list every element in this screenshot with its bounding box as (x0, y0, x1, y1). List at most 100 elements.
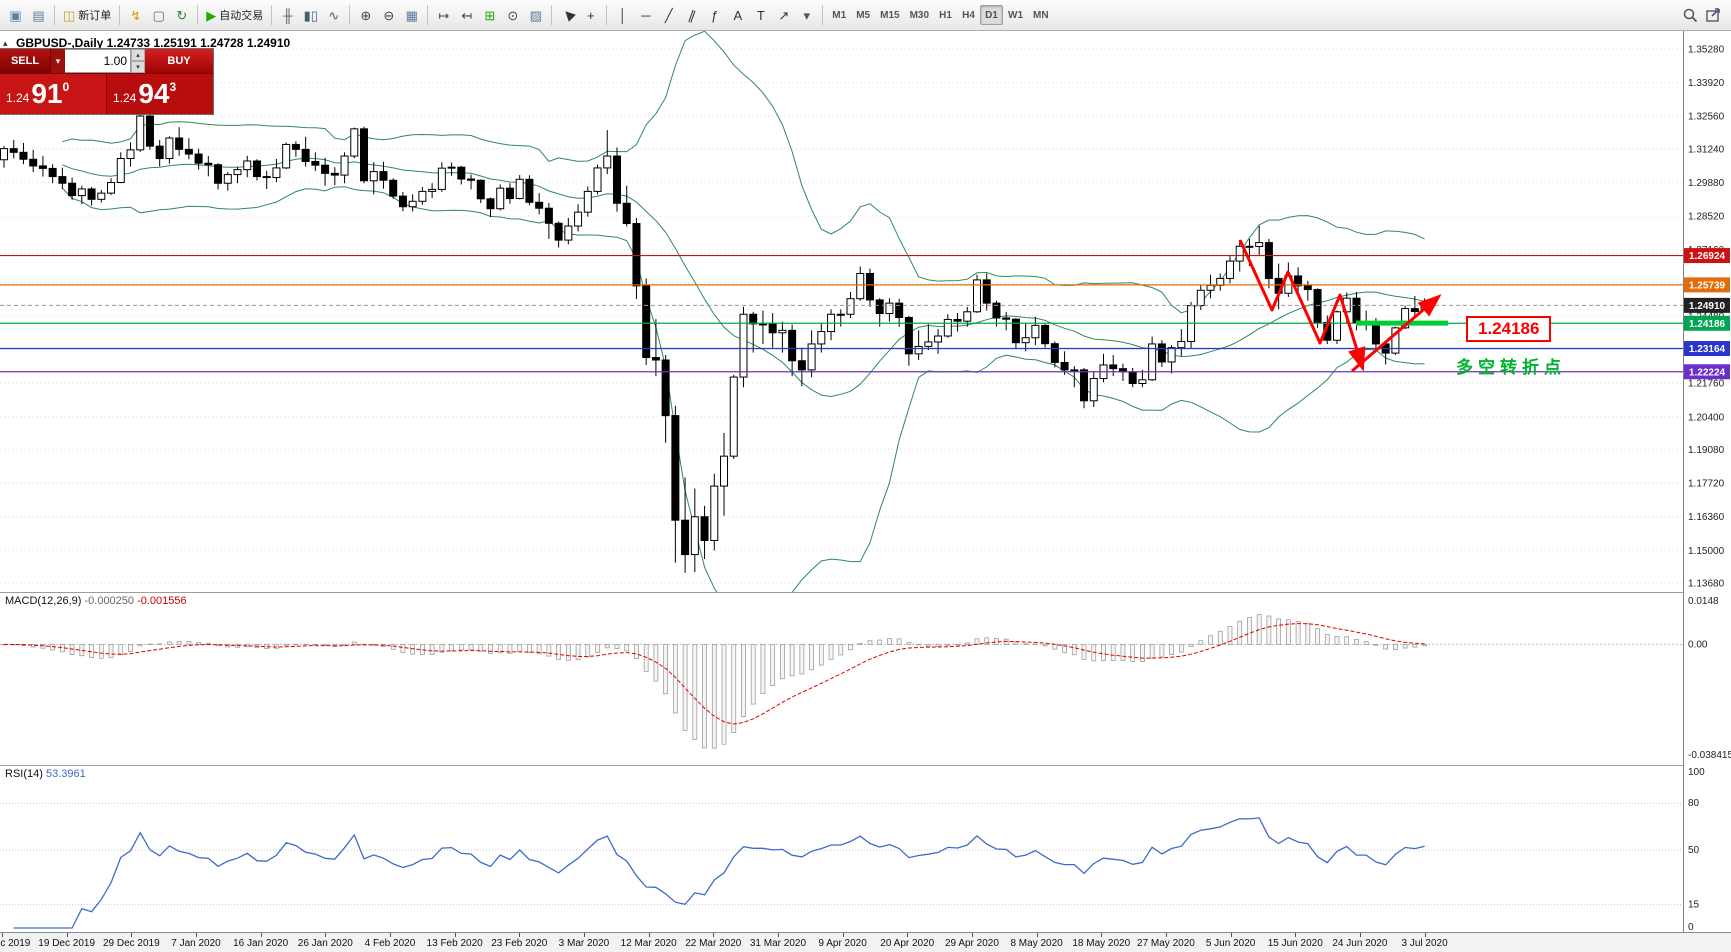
templates-button[interactable]: ▨ (524, 3, 547, 27)
bid-prefix: 1.24 (6, 90, 30, 105)
timeframe-m5[interactable]: M5 (851, 5, 875, 25)
channel-button[interactable]: ∥ (680, 3, 703, 27)
zoom-in-button[interactable]: ⊕ (354, 3, 377, 27)
bar-chart-button[interactable]: ╫ (276, 3, 299, 27)
date-tick (325, 933, 327, 937)
ask-price-display[interactable]: 1.24 94 3 (106, 74, 213, 114)
svg-text:1.24910: 1.24910 (1689, 301, 1726, 312)
text-button-icon: A (733, 7, 743, 23)
collapse-trade-panel-button[interactable]: ▴ (3, 38, 8, 48)
date-tick (1359, 933, 1361, 937)
date-label: 19 Dec 2019 (38, 938, 96, 949)
date-tick (2, 933, 3, 937)
cursor-button[interactable]: ▶ (556, 3, 579, 27)
profiles-button[interactable]: ▤ (27, 3, 50, 27)
timeframe-h4-label: H4 (962, 9, 975, 21)
zoom-in-button-icon: ⊕ (360, 7, 372, 23)
new-order-button-icon: ◫ (63, 7, 76, 23)
timeframe-h4[interactable]: H4 (957, 5, 980, 25)
buy-button[interactable]: BUY (145, 49, 213, 73)
zoom-out-button[interactable]: ⊖ (377, 3, 400, 27)
horizontal-line-button[interactable]: ─ (634, 3, 657, 27)
auto-scroll-button[interactable]: ↦ (432, 3, 455, 27)
volume-up-button[interactable]: ▴ (131, 49, 145, 61)
objects-dropdown[interactable]: ▾ (795, 3, 818, 27)
auto-trading-button[interactable]: ▶ 自动交易 (202, 3, 267, 27)
one-click-icon-button[interactable]: ↯ (124, 3, 147, 27)
new-chart-button[interactable]: ▣ (4, 3, 27, 27)
price-annotation-box[interactable]: 1.24186 (1466, 316, 1552, 342)
timeframe-m30-label: M30 (909, 9, 930, 21)
periods-button-icon: ⊙ (507, 7, 519, 23)
price-badge-1.22224: 1.22224 (1684, 364, 1730, 380)
date-axis[interactable]: 10 Dec 2019 19 Dec 2019 29 Dec 2019 7 Jan 2… (0, 932, 1731, 952)
price-badge-1.24910: 1.24910 (1684, 297, 1730, 313)
volume-input[interactable] (65, 49, 131, 73)
toolbar-separator (606, 5, 608, 25)
date-label: 3 Jul 2020 (1401, 938, 1448, 949)
line-chart-button[interactable]: ∿ (322, 3, 345, 27)
timeframe-m30[interactable]: M30 (905, 5, 934, 25)
tile-windows-button-icon: ▦ (405, 7, 418, 23)
sell-button[interactable]: SELL (0, 49, 50, 73)
trendline-button-icon: ╱ (664, 7, 673, 23)
date-label: 4 Feb 2020 (364, 938, 416, 949)
date-tick (519, 933, 521, 937)
timeframe-mn[interactable]: MN (1028, 5, 1054, 25)
date-label: 5 Jun 2020 (1205, 938, 1256, 949)
refresh-button[interactable]: ↻ (170, 3, 193, 27)
date-label: 10 Dec 2019 (0, 938, 31, 949)
label-button-icon: T (756, 7, 765, 23)
rsi-label: RSI(14) 53.3961 (5, 768, 86, 780)
indicators-button[interactable]: ⊞ (478, 3, 501, 27)
periods-button[interactable]: ⊙ (501, 3, 524, 27)
breakout-arrow[interactable] (1351, 294, 1442, 373)
toolbar-separator (119, 5, 121, 25)
date-label: 23 Feb 2020 (491, 938, 548, 949)
timeframe-d1[interactable]: D1 (980, 5, 1004, 25)
zigzag-arrows[interactable] (1238, 239, 1366, 372)
turning-point-label[interactable]: 多空转折点 (1456, 358, 1566, 377)
svg-text:1.19080: 1.19080 (1688, 445, 1725, 456)
svg-text:100: 100 (1688, 767, 1705, 778)
fibonacci-button-icon: ƒ (711, 7, 719, 23)
date-tick (648, 933, 650, 937)
open-window-icon[interactable] (1706, 7, 1721, 23)
order-type-dropdown[interactable]: ▾ (50, 49, 65, 73)
svg-text:1.25739: 1.25739 (1689, 280, 1726, 291)
macd-signal-value: -0.001556 (137, 595, 187, 607)
timeframe-mn-label: MN (1033, 9, 1049, 21)
svg-text:1.15000: 1.15000 (1688, 546, 1725, 557)
timeframe-w1[interactable]: W1 (1003, 5, 1028, 25)
vertical-line-button[interactable]: │ (611, 3, 634, 27)
rsi-line (13, 817, 1425, 929)
timeframe-m15[interactable]: M15 (875, 5, 904, 25)
svg-text:1.35280: 1.35280 (1688, 45, 1725, 56)
crosshair-button[interactable]: + (579, 3, 602, 27)
chart-shift-button[interactable]: ↤ (455, 3, 478, 27)
svg-text:1.23164: 1.23164 (1689, 344, 1726, 355)
date-tick (260, 933, 262, 937)
tile-windows-button[interactable]: ▦ (400, 3, 423, 27)
volume-down-button[interactable]: ▾ (131, 61, 145, 73)
chart-canvas[interactable]: 1.35280 1.33920 1.32560 1.31240 1.29880 1.285… (0, 31, 1731, 932)
trendline-button[interactable]: ╱ (657, 3, 680, 27)
arrows-button[interactable]: ↗ (772, 3, 795, 27)
timeframe-w1-label: W1 (1008, 9, 1024, 21)
timeframe-h1[interactable]: H1 (934, 5, 957, 25)
search-icon[interactable] (1683, 8, 1698, 23)
terminal-button[interactable]: ▢ (147, 3, 170, 27)
new-order-button-label: 新订单 (78, 10, 112, 22)
timeframe-m5-label: M5 (856, 9, 871, 21)
new-order-button[interactable]: ◫ 新订单 (59, 3, 115, 27)
rsi-name: RSI(14) (5, 768, 43, 780)
date-tick (907, 933, 909, 937)
svg-text:1.33920: 1.33920 (1688, 78, 1725, 89)
text-button[interactable]: A (726, 3, 749, 27)
timeframe-m1[interactable]: M1 (827, 5, 851, 25)
candlestick-chart-button[interactable]: ▮▯ (299, 3, 322, 27)
label-button[interactable]: T (749, 3, 772, 27)
bid-price-display[interactable]: 1.24 91 0 (0, 74, 106, 114)
fibonacci-button[interactable]: ƒ (703, 3, 726, 27)
svg-text:50: 50 (1688, 845, 1700, 856)
